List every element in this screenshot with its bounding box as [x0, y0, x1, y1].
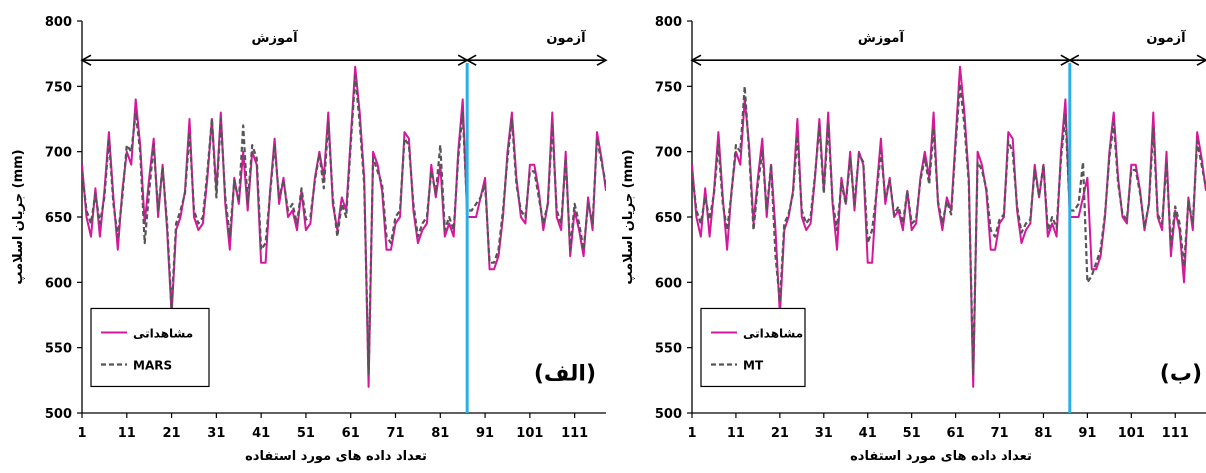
x-tick-label: 111 [561, 426, 588, 441]
x-tick-label: 21 [163, 426, 181, 441]
legend-label-observed: مشاهداتی [133, 326, 193, 340]
y-tick-label: 600 [655, 276, 682, 291]
panel-label: (ب) [1160, 361, 1202, 386]
y-axis-title: جریان اسلامپ (mm) [11, 149, 26, 284]
y-tick-label: 500 [45, 407, 72, 422]
panel-label: (الف) [534, 361, 596, 386]
region-arrowhead-left [80, 54, 92, 66]
region-arrowhead-left [690, 54, 702, 66]
x-tick-label: 51 [297, 426, 315, 441]
x-tick-label: 11 [727, 426, 745, 441]
x-tick-label: 1 [77, 426, 86, 441]
y-tick-label: 750 [655, 80, 682, 95]
x-tick-label: 41 [252, 426, 270, 441]
x-tick-label: 91 [1078, 426, 1096, 441]
y-tick-label: 500 [655, 407, 682, 422]
legend-label-model: MARS [133, 358, 172, 372]
x-axis-title: تعداد داده های مورد استفاده [850, 449, 1032, 464]
x-tick-label: 51 [903, 426, 921, 441]
x-tick-label: 101 [516, 426, 543, 441]
x-tick-label: 101 [1118, 426, 1145, 441]
region-arrowhead-right [596, 54, 608, 66]
series-group [82, 65, 606, 388]
legend-label-model: MT [743, 358, 764, 372]
x-tick-label: 1 [687, 426, 696, 441]
y-tick-label: 550 [655, 342, 682, 357]
y-tick-label: 550 [45, 342, 72, 357]
x-tick-label: 61 [342, 426, 360, 441]
region-arrowhead-right [1196, 54, 1206, 66]
x-tick-label: 71 [990, 426, 1008, 441]
x-tick-label: 31 [815, 426, 833, 441]
series-line-model [82, 74, 606, 375]
y-tick-label: 800 [655, 15, 682, 30]
x-tick-label: 41 [859, 426, 877, 441]
region-label: آموزش [858, 29, 905, 46]
legend-box [90, 307, 210, 388]
x-tick-label: 71 [386, 426, 404, 441]
region-label: آموزش [252, 29, 299, 46]
y-tick-label: 700 [45, 146, 72, 161]
legend-label-observed: مشاهداتی [743, 326, 803, 340]
x-tick-label: 81 [1034, 426, 1052, 441]
x-tick-label: 61 [947, 426, 965, 441]
x-axis-title: تعداد داده های مورد استفاده [245, 449, 427, 464]
series-group [692, 65, 1206, 388]
y-tick-label: 800 [45, 15, 72, 30]
region-label: آزمون [1146, 29, 1186, 46]
legend-box [700, 307, 806, 388]
region-arrowhead-left [465, 54, 477, 66]
y-axis-title: جریان اسلامپ (mm) [621, 149, 636, 284]
y-tick-label: 750 [45, 80, 72, 95]
region-arrowhead-left [1068, 54, 1080, 66]
series-line-model [692, 82, 1206, 375]
y-tick-label: 600 [45, 276, 72, 291]
y-tick-label: 650 [655, 211, 682, 226]
y-tick-label: 650 [45, 211, 72, 226]
region-label: آزمون [546, 29, 586, 46]
x-tick-label: 11 [118, 426, 136, 441]
y-tick-label: 700 [655, 146, 682, 161]
x-tick-label: 31 [207, 426, 225, 441]
x-tick-label: 21 [771, 426, 789, 441]
x-tick-label: 91 [476, 426, 494, 441]
x-tick-label: 81 [431, 426, 449, 441]
x-tick-label: 111 [1162, 426, 1189, 441]
